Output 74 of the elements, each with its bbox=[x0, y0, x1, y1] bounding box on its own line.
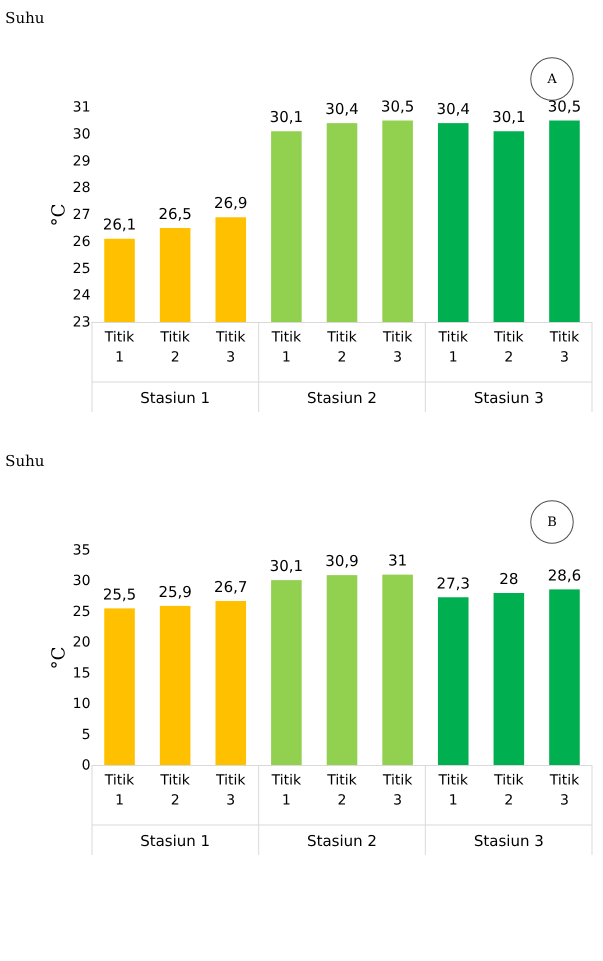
data-label: 27,3 bbox=[436, 574, 470, 592]
y-tick-label: 28 bbox=[72, 180, 90, 196]
x-tick-label: Titik 2 bbox=[159, 330, 191, 366]
y-axis-title: °C bbox=[48, 204, 70, 226]
x-tick-label: Titik 3 bbox=[548, 330, 580, 366]
bar bbox=[326, 575, 358, 765]
y-tick-label: 26 bbox=[72, 234, 91, 250]
bar bbox=[215, 600, 246, 765]
data-label: 26,9 bbox=[214, 194, 248, 212]
data-label: 30,1 bbox=[270, 557, 304, 576]
bar bbox=[382, 574, 413, 765]
x-tick-label: Titik 3 bbox=[548, 772, 580, 808]
data-label: 28,6 bbox=[548, 566, 582, 584]
x-tick-label: Titik 2 bbox=[493, 772, 524, 808]
y-tick-label: 25 bbox=[72, 604, 90, 620]
data-label: 30,5 bbox=[548, 97, 582, 116]
bar bbox=[160, 606, 190, 765]
x-tick-label: Titik 1 bbox=[270, 330, 302, 366]
y-tick-label: 31 bbox=[72, 100, 90, 116]
y-tick-label: 23 bbox=[72, 314, 90, 330]
x-tick-label: Titik 3 bbox=[215, 772, 246, 808]
x-tick-label: Titik 3 bbox=[382, 330, 414, 366]
text: Stasiun 3 bbox=[474, 389, 544, 407]
y-tick-label: 24 bbox=[72, 288, 91, 304]
x-tick-label: Titik 2 bbox=[493, 330, 524, 366]
x-tick-label: Titik 2 bbox=[326, 330, 358, 366]
y-tick-label: 10 bbox=[72, 696, 90, 712]
text: Stasiun 3 bbox=[474, 832, 544, 850]
x-tick-label: Titik 3 bbox=[382, 772, 414, 808]
chart-subtitle: B bbox=[547, 515, 557, 530]
x-tick-label: Titik 1 bbox=[437, 772, 469, 808]
bar bbox=[494, 593, 524, 765]
chart-title: Suhu bbox=[5, 8, 45, 27]
data-label: 30,1 bbox=[492, 108, 526, 126]
y-tick-label: 5 bbox=[82, 726, 90, 743]
data-label: 25,9 bbox=[158, 582, 192, 601]
data-label: 28 bbox=[499, 570, 518, 588]
x-tick-label: Titik 1 bbox=[104, 330, 136, 366]
y-tick-label: 0 bbox=[82, 758, 90, 774]
y-tick-label: 25 bbox=[72, 260, 90, 277]
y-tick-label: 30 bbox=[72, 573, 90, 590]
y-axis-title: °C bbox=[48, 646, 70, 670]
data-label: 30,1 bbox=[270, 108, 304, 126]
text: Stasiun 2 bbox=[307, 832, 377, 850]
bar bbox=[549, 589, 580, 765]
chart-subtitle: A bbox=[546, 72, 558, 87]
text: Stasiun 1 bbox=[140, 832, 210, 850]
x-tick-label: Titik 2 bbox=[159, 772, 191, 808]
y-tick-label: 29 bbox=[72, 153, 90, 170]
data-label: 26,5 bbox=[158, 204, 192, 223]
x-tick-label: Titik 1 bbox=[270, 772, 302, 808]
y-tick-label: 20 bbox=[72, 634, 90, 651]
y-tick-label: 27 bbox=[72, 207, 90, 223]
data-label: 30,5 bbox=[380, 97, 414, 116]
bar bbox=[271, 580, 302, 765]
data-label: 31 bbox=[388, 552, 408, 570]
bar bbox=[104, 608, 135, 765]
data-label: 26,7 bbox=[214, 578, 248, 596]
text: Stasiun 2 bbox=[307, 389, 377, 407]
y-tick-label: 35 bbox=[72, 542, 90, 558]
y-tick-label: 30 bbox=[72, 126, 90, 142]
y-tick-label: 15 bbox=[72, 665, 90, 682]
data-label: 25,5 bbox=[102, 585, 136, 604]
bar bbox=[438, 597, 469, 765]
data-label: 30,4 bbox=[325, 100, 359, 118]
text: Stasiun 1 bbox=[140, 389, 210, 407]
x-tick-label: Titik 1 bbox=[104, 772, 136, 808]
x-tick-label: Titik 3 bbox=[215, 330, 246, 366]
data-label: 30,4 bbox=[436, 100, 470, 118]
chart-title: Suhu bbox=[5, 452, 45, 470]
data-label: 26,1 bbox=[102, 216, 136, 234]
data-label: 30,9 bbox=[325, 552, 359, 570]
x-tick-label: Titik 1 bbox=[437, 330, 469, 366]
x-tick-label: Titik 2 bbox=[326, 772, 358, 808]
